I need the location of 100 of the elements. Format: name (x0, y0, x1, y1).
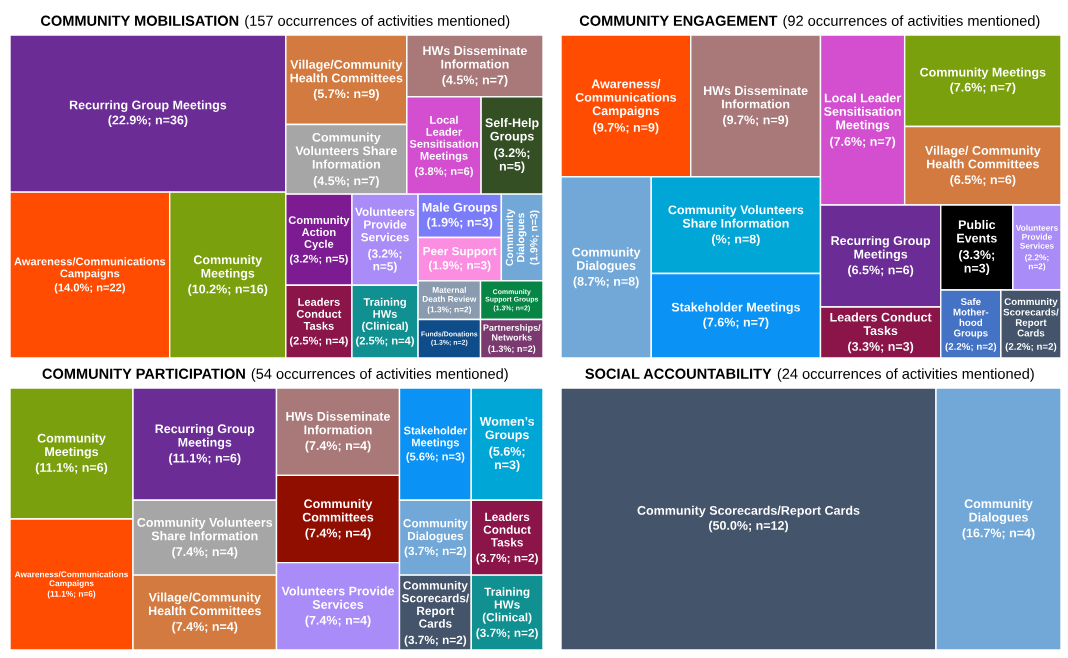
category-label: Community Meetings (193, 254, 263, 281)
category-label: Leaders Conduct Tasks (296, 297, 342, 330)
category-label: Leaders Conduct Tasks (830, 312, 932, 336)
data-label: (3.7%; n=2) (476, 628, 538, 640)
data-label: (11.1%; n=6) (35, 462, 108, 475)
category-label: Training HWs (Clinical) (482, 587, 532, 624)
text: COMMUNITY PARTICIPATION (42, 368, 245, 379)
data-label: (7.4%; n=4) (305, 615, 371, 628)
data-label: (7.4%; n=4) (305, 528, 371, 540)
data-label: (2.2%; n=2) (1025, 254, 1049, 271)
category-label: HWs Disseminate Information (704, 85, 808, 109)
category-label: Local Leader Sensitisation Meetings (824, 93, 901, 132)
data-label: (3.8%; n=6) (415, 167, 473, 178)
category-label: Village/Community Health Committees (290, 59, 403, 83)
data-label: (7.4%; n=4) (172, 621, 238, 634)
data-label: (11.1%; n=6) (47, 590, 96, 599)
data-label: (22.9%; n=36) (108, 115, 188, 127)
category-label: Partnerships/ Networks (483, 324, 541, 341)
data-label: (5.7%: n=9) (313, 88, 379, 101)
data-label: (3.7%; n=2) (404, 546, 467, 558)
data-label: (4.5%; n=7) (442, 75, 508, 87)
data-label: (1.9%; n=3) (428, 260, 491, 272)
category-label: HWs Disseminate Information (423, 45, 527, 69)
category-label: Community Meetings (37, 433, 106, 459)
data-label: (9.7%; n=9) (593, 122, 659, 135)
category-label: Community Scorecards/ Report Cards (1003, 297, 1059, 337)
category-label: Leaders Conduct Tasks (483, 512, 531, 547)
category-label: Community Dialogues (572, 247, 641, 273)
data-label: (3.3%; n=3) (959, 249, 995, 276)
category-label: Community Action Cycle (288, 215, 350, 251)
category-label: Volunteers Provide Services (281, 586, 395, 609)
data-label: (5.6%; n=3) (406, 452, 465, 463)
text: (92 occurrences of activities mentioned) (783, 15, 1040, 29)
data-label: (7.6%; n=7) (703, 317, 769, 330)
data-label: (6.5%; n=6) (950, 174, 1016, 187)
data-label: (9.7%; n=9) (723, 115, 789, 127)
category-label: Training HWs (Clinical) (362, 297, 408, 333)
data-label: (1.9%; n=3) (427, 217, 493, 230)
data-label: (3.2%; n=5) (289, 254, 348, 265)
data-label: (7.6%; n=7) (950, 82, 1016, 95)
category-label: Recurring Group Meetings (155, 424, 255, 450)
data-label: (2.5%; n=4) (356, 336, 414, 347)
data-label: (3.2%; n=5) (494, 147, 530, 174)
data-label: (%; n=8) (712, 234, 760, 246)
category-label: Volunteers Provide Services (355, 207, 415, 242)
data-label: (7.4%; n=4) (305, 440, 371, 453)
text: (24 occurrences of activities mentioned) (777, 368, 1034, 382)
data-label: (4.5%; n=7) (313, 176, 379, 188)
category-label: Community Scorecards/Report Cards (637, 505, 860, 518)
text: COMMUNITY MOBILISATION (40, 15, 239, 26)
text: COMMUNITY ENGAGEMENT (579, 15, 778, 26)
data-label: (14.0%; n=22) (54, 283, 125, 294)
text: SOCIAL ACCOUNTABILITY (585, 368, 772, 379)
data-label: (2.2%; n=2) (1005, 342, 1057, 352)
category-label: Awareness/ Communications Campaigns (575, 79, 677, 118)
category-label: Male Groups (422, 202, 498, 215)
category-label: Local Leader Sensitisation Meetings (409, 115, 478, 163)
data-label: (11.1%; n=6) (169, 453, 241, 465)
data-label: (1.9%; n=3) (529, 210, 540, 265)
category-label: Community Dialogues (505, 208, 527, 266)
category-label: Community Volunteers Share Information (295, 132, 397, 169)
text: (54 occurrences of activities mentioned) (251, 368, 508, 382)
category-label: Volunteers Provide Services (1015, 224, 1058, 249)
data-label: (3.7%; n=2) (476, 553, 538, 565)
data-label: (10.2%; n=16) (188, 284, 268, 296)
category-label: Awareness/Communications Campaigns (14, 571, 129, 588)
category-label: Peer Support (423, 246, 497, 258)
data-label: (6.5%; n=6) (848, 265, 914, 277)
data-label: (1.3%; n=2) (427, 306, 472, 315)
category-label: Community Volunteers Share Information (137, 517, 273, 541)
category-label: Community Committees (302, 498, 374, 522)
data-label: (3.2%; n=5) (368, 249, 402, 273)
category-label: Community Dialogues (403, 518, 468, 543)
category-label: Community Scorecards/ Report Cards (401, 580, 470, 628)
data-label: (3.3%; n=3) (848, 341, 914, 354)
data-label: (7.4%; n=4) (172, 546, 238, 559)
data-label: (2.2%; n=2) (945, 342, 997, 352)
category-label: Village/ Community Health Committees (925, 145, 1041, 169)
data-label: (3.7%; n=2) (404, 635, 467, 647)
category-label: Community Meetings (920, 67, 1046, 80)
category-label: Village/Community Health Committees (148, 592, 261, 616)
category-label: Community Volunteers Share Information (668, 205, 804, 228)
data-label: (50.0%; n=12) (709, 520, 788, 533)
category-label: Community Dialogues (964, 498, 1033, 525)
data-label: (16.7%; n=4) (962, 528, 1035, 540)
category-label: HWs Disseminate Information (286, 411, 391, 435)
category-label: Self-Help Groups (485, 117, 539, 144)
category-label: Public Events (957, 219, 997, 243)
text: (157 occurrences of activities mentioned) (245, 15, 510, 29)
category-label: Women’s Groups (479, 417, 535, 442)
category-label: Recurring Group Meetings (69, 100, 227, 112)
category-label: Stakeholder Meetings (671, 302, 800, 315)
category-label: Maternal Death Review (422, 286, 477, 302)
category-label: Safe Mother- hood Groups (953, 297, 989, 339)
data-label: (7.6%; n=7) (830, 136, 896, 149)
category-label: Recurring Group Meetings (831, 235, 931, 262)
category-label: Awareness/Communications Campaigns (14, 257, 166, 280)
data-label: (8.7%; n=8) (573, 276, 639, 289)
data-label: (2.5%; n=4) (289, 336, 348, 347)
category-label: Stakeholder Meetings (403, 426, 468, 449)
